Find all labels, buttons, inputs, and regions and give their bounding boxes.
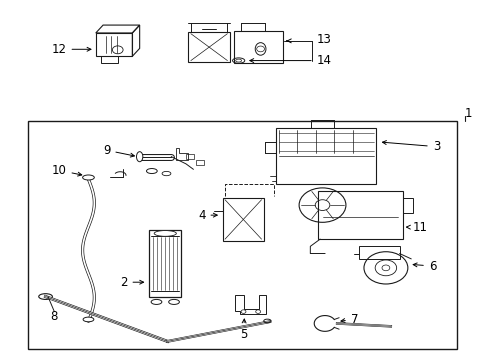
Ellipse shape	[136, 152, 142, 162]
Ellipse shape	[154, 230, 176, 236]
Text: 3: 3	[382, 140, 439, 153]
Text: 5: 5	[239, 319, 247, 341]
Text: 2: 2	[120, 276, 143, 289]
Text: 7: 7	[340, 312, 358, 326]
Text: 8: 8	[51, 310, 58, 323]
Ellipse shape	[83, 317, 94, 322]
Text: 11: 11	[406, 221, 427, 234]
Text: 12: 12	[51, 43, 91, 56]
Bar	[195, 160, 203, 165]
Text: 13: 13	[316, 32, 331, 46]
Text: 9: 9	[102, 144, 134, 157]
Text: 1: 1	[464, 107, 471, 120]
Text: 6: 6	[412, 260, 435, 273]
Bar	[185, 154, 193, 159]
Ellipse shape	[82, 175, 94, 180]
Text: 4: 4	[198, 209, 217, 222]
Text: 10: 10	[52, 164, 81, 177]
Bar	[27, 121, 456, 348]
Text: 14: 14	[249, 54, 331, 67]
